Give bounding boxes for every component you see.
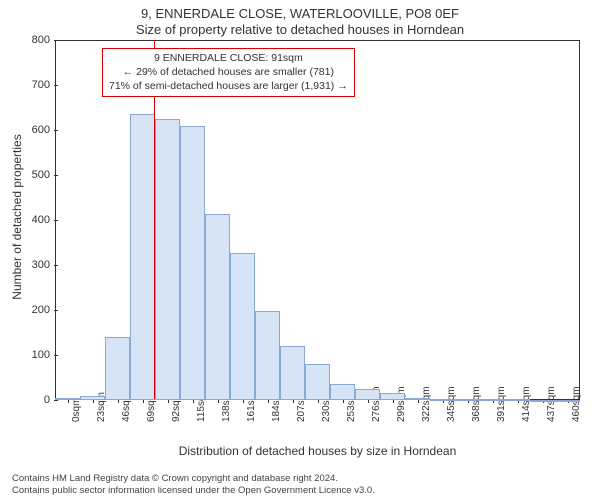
y-tick (54, 40, 58, 41)
x-tick-label: 437sqm (546, 386, 557, 422)
x-tick-label: 322sqm (421, 386, 432, 422)
histogram-bar (330, 384, 355, 400)
histogram-bar (405, 398, 430, 400)
annotation-line1: 9 ENNERDALE CLOSE: 91sqm (109, 51, 348, 65)
y-tick (54, 310, 58, 311)
x-tick-label: 368sqm (471, 386, 482, 422)
histogram-bar (380, 393, 405, 400)
title-subtitle: Size of property relative to detached ho… (0, 22, 600, 37)
histogram-bar (455, 399, 480, 401)
y-tick (54, 355, 58, 356)
annotation-line3: 71% of semi-detached houses are larger (… (109, 79, 348, 93)
histogram-bar (180, 126, 205, 400)
footer: Contains HM Land Registry data © Crown c… (12, 473, 588, 496)
y-tick (54, 130, 58, 131)
y-tick-label: 400 (10, 214, 50, 226)
histogram-bar (80, 396, 105, 401)
histogram-bar (155, 119, 180, 400)
histogram-bar (505, 399, 530, 401)
y-tick (54, 265, 58, 266)
y-tick-label: 500 (10, 169, 50, 181)
histogram-bar (255, 311, 280, 400)
footer-line1: Contains HM Land Registry data © Crown c… (12, 473, 588, 484)
y-tick-label: 600 (10, 124, 50, 136)
histogram-bar (530, 400, 555, 402)
x-tick-label: 299sqm (396, 386, 407, 422)
y-tick-label: 700 (10, 79, 50, 91)
y-tick-label: 300 (10, 259, 50, 271)
y-tick (54, 220, 58, 221)
x-tick-label: 345sqm (446, 386, 457, 422)
y-tick (54, 175, 58, 176)
x-axis-label: Distribution of detached houses by size … (55, 444, 580, 458)
y-tick-label: 100 (10, 349, 50, 361)
x-tick-label: 460sqm (571, 386, 582, 422)
histogram-bar (280, 346, 305, 400)
histogram-bar (230, 253, 255, 400)
histogram-bar (105, 337, 130, 400)
histogram-bar (130, 114, 155, 400)
histogram-bar (355, 389, 380, 400)
histogram-bar (205, 214, 230, 400)
histogram-bar (430, 399, 455, 401)
annotation-line2: ← 29% of detached houses are smaller (78… (109, 65, 348, 79)
x-tick-label: 0sqm (71, 398, 82, 422)
histogram-bar (305, 364, 330, 400)
histogram-bar (555, 400, 580, 402)
x-tick-label: 414sqm (521, 386, 532, 422)
y-tick-label: 200 (10, 304, 50, 316)
y-tick-label: 0 (10, 394, 50, 406)
y-tick (54, 85, 58, 86)
title-address: 9, ENNERDALE CLOSE, WATERLOOVILLE, PO8 0… (0, 6, 600, 21)
y-tick-label: 800 (10, 34, 50, 46)
x-tick-label: 391sqm (496, 386, 507, 422)
chart-container: 9, ENNERDALE CLOSE, WATERLOOVILLE, PO8 0… (0, 0, 600, 500)
annotation-box: 9 ENNERDALE CLOSE: 91sqm ← 29% of detach… (102, 48, 355, 97)
histogram-bar (55, 398, 80, 400)
histogram-bar (480, 399, 505, 401)
footer-line2: Contains public sector information licen… (12, 485, 588, 496)
